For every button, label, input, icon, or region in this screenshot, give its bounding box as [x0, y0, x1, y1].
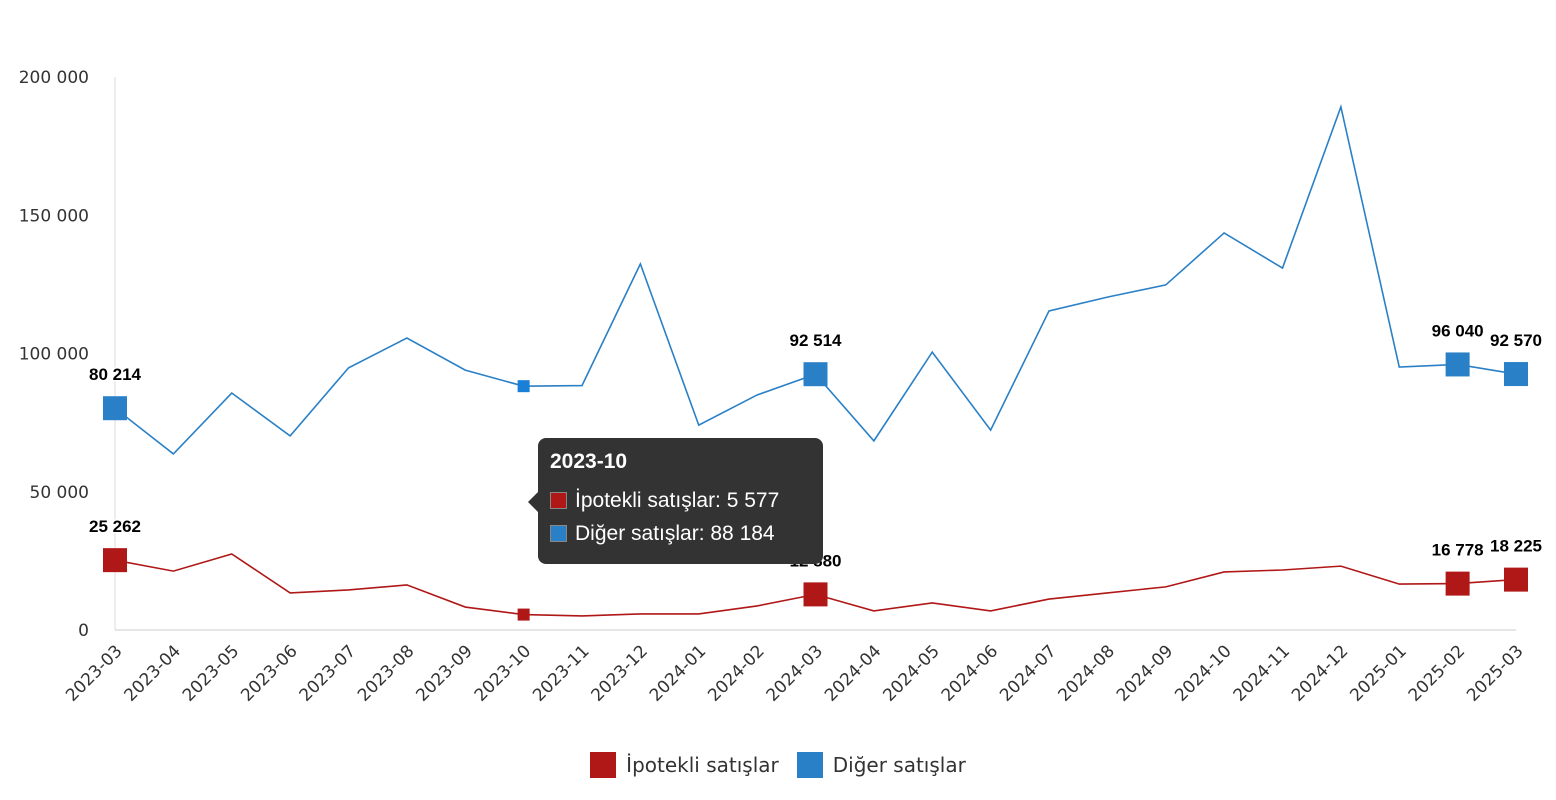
x-tick-label: 2023-03 — [62, 641, 126, 705]
data-point-marker — [517, 380, 530, 393]
legend-swatch-ipotekli — [590, 752, 617, 778]
x-tick-label: 2023-12 — [588, 641, 652, 705]
tooltip-row-ipotekli: İpotekli satışlar: 5 577 — [550, 484, 811, 517]
tooltip-title: 2023-10 — [550, 450, 628, 473]
x-tick-label: 2024-04 — [821, 641, 885, 705]
x-tick-label: 2024-12 — [1288, 641, 1352, 705]
x-tick-label: 2023-05 — [179, 641, 243, 705]
data-label: 18 225 — [1490, 537, 1542, 556]
x-tick-label: 2023-11 — [529, 641, 593, 705]
y-tick-label: 150 000 — [19, 206, 89, 226]
data-label: 25 262 — [89, 517, 141, 536]
legend: İpotekli satışlar Diğer satışlar — [0, 752, 1556, 778]
series-line-1 — [114, 104, 1517, 455]
x-tick-label: 2024-09 — [1113, 641, 1177, 705]
tooltip-swatch-diger — [550, 525, 567, 542]
data-point-marker — [517, 608, 530, 621]
x-tick-label: 2025-03 — [1463, 641, 1527, 705]
data-label: 92 570 — [1490, 331, 1542, 350]
data-point-marker — [803, 362, 828, 387]
data-point-marker — [1445, 352, 1470, 377]
x-tick-label: 2023-07 — [296, 641, 360, 705]
x-tick-label: 2024-05 — [879, 641, 943, 705]
x-tick-label: 2025-01 — [1346, 641, 1410, 705]
x-tick-label: 2024-07 — [996, 641, 1060, 705]
tooltip-text-diger: Diğer satışlar: 88 184 — [575, 521, 775, 545]
y-tick-label: 0 — [78, 621, 89, 641]
y-tick-label: 100 000 — [19, 345, 89, 365]
legend-label-diger: Diğer satışlar — [832, 753, 966, 777]
y-tick-label: 50 000 — [30, 483, 89, 503]
tooltip-text-ipotekli: İpotekli satışlar: 5 577 — [575, 488, 780, 512]
legend-swatch-diger — [796, 752, 823, 778]
x-tick-label: 2024-11 — [1230, 641, 1294, 705]
data-label: 92 514 — [790, 331, 843, 350]
x-tick-label: 2023-08 — [354, 641, 418, 705]
data-point-marker — [1504, 362, 1528, 387]
data-point-marker — [1504, 567, 1528, 592]
y-tick-label: 200 000 — [19, 68, 89, 88]
x-tick-label: 2024-03 — [763, 641, 827, 705]
tooltip: 2023-10 İpotekli satışlar: 5 577 Diğer s… — [528, 438, 823, 564]
x-tick-label: 2024-01 — [646, 641, 710, 705]
x-tick-label: 2025-02 — [1405, 641, 1469, 705]
tooltip-row-diger: Diğer satışlar: 88 184 — [550, 517, 811, 550]
legend-item-diger[interactable]: Diğer satışlar — [796, 752, 966, 778]
x-tick-label: 2023-04 — [121, 641, 185, 705]
x-tick-label: 2023-09 — [412, 641, 476, 705]
tooltip-swatch-ipotekli — [550, 492, 567, 509]
data-label: 80 214 — [89, 365, 142, 384]
data-label: 96 040 — [1432, 321, 1484, 340]
data-point-marker — [103, 396, 127, 421]
x-tick-label: 2024-06 — [938, 641, 1002, 705]
legend-label-ipotekli: İpotekli satışlar — [626, 753, 779, 777]
x-tick-label: 2023-10 — [471, 641, 535, 705]
data-point-marker — [1445, 571, 1470, 596]
x-tick-label: 2024-02 — [704, 641, 768, 705]
x-tick-label: 2023-06 — [237, 641, 301, 705]
data-point-marker — [803, 582, 828, 607]
data-point-marker — [103, 548, 127, 573]
x-tick-label: 2024-08 — [1055, 641, 1119, 705]
data-label: 16 778 — [1432, 541, 1484, 560]
legend-item-ipotekli[interactable]: İpotekli satışlar — [590, 752, 779, 778]
x-tick-label: 2024-10 — [1171, 641, 1235, 705]
